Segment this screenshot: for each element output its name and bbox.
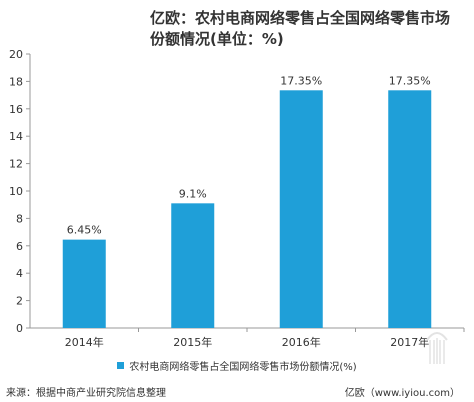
y-tick-label: 0	[16, 322, 23, 335]
brand-credit: 亿欧（www.iyiou.com）	[344, 388, 460, 399]
x-tick-label: 2014年	[65, 335, 104, 349]
x-tick-label: 2015年	[173, 335, 212, 349]
y-tick-label: 20	[9, 48, 23, 61]
watermark-logo	[426, 332, 448, 364]
bar-layer	[62, 90, 432, 329]
y-tick-label: 6	[16, 240, 23, 253]
bar-2017年	[388, 90, 432, 329]
y-tick-label: 18	[9, 75, 23, 88]
chart-title: 亿欧：农村电商网络零售占全国网络零售市场份额情况(单位：%)	[150, 9, 451, 48]
source-note: 来源：根据中商产业研究院信息整理	[6, 388, 166, 399]
y-tick-label: 8	[16, 212, 23, 225]
legend-label: 农村电商网络零售占全国网络零售市场份额情况(%)	[129, 362, 357, 373]
y-tick-label: 14	[9, 130, 23, 143]
label-layer: 6.45% 9.1% 17.35% 17.35%	[67, 74, 431, 236]
x-tick-label: 2016年	[282, 335, 321, 349]
y-tick-label: 4	[16, 267, 23, 280]
y-tick-label: 12	[9, 158, 23, 171]
bar-2015年	[171, 203, 215, 328]
y-tick-label: 16	[9, 103, 23, 116]
data-label: 17.35%	[280, 74, 322, 87]
bar-2016年	[279, 90, 323, 329]
data-label: 17.35%	[389, 74, 431, 87]
y-tick-label: 2	[16, 295, 23, 308]
data-label: 6.45%	[67, 224, 102, 237]
bar-2014年	[62, 239, 106, 328]
legend: 农村电商网络零售占全国网络零售市场份额情况(%)	[0, 358, 474, 373]
y-tick-label: 10	[9, 185, 23, 198]
legend-swatch	[117, 362, 125, 369]
data-label: 9.1%	[179, 187, 207, 200]
x-tick-label: 2017年	[390, 335, 429, 349]
